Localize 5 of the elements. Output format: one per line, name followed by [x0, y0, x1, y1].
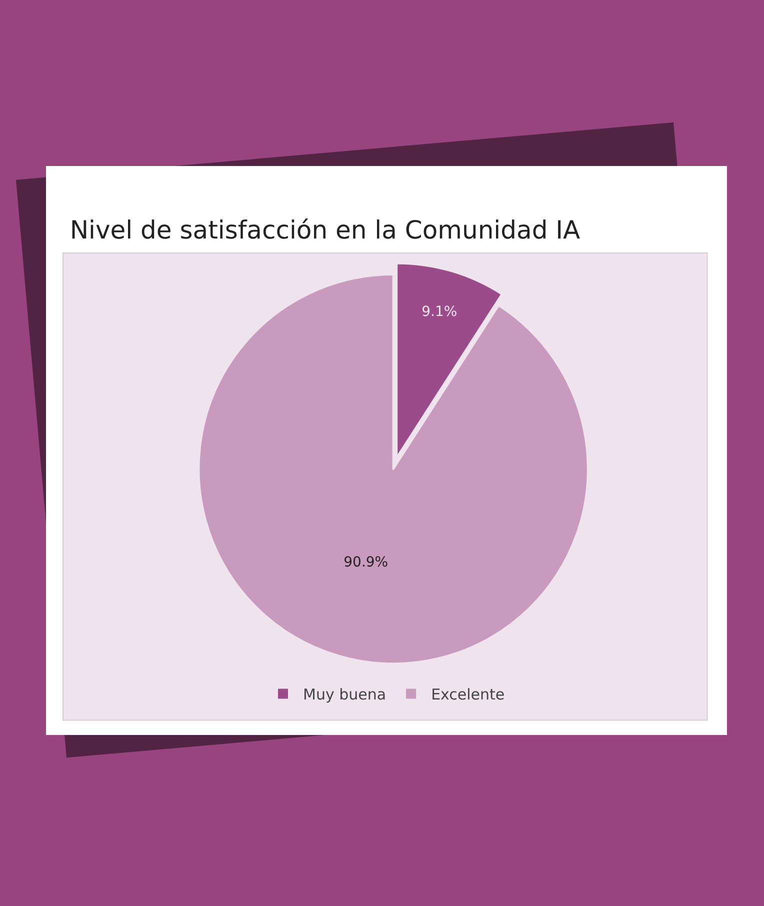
- data-label: 90.9%: [344, 554, 388, 570]
- legend-label: Excelente: [431, 686, 505, 704]
- legend-label: Muy buena: [303, 686, 386, 704]
- chart-title: Nivel de satisfacción en la Comunidad IA: [70, 215, 580, 244]
- data-label: 9.1%: [422, 304, 458, 320]
